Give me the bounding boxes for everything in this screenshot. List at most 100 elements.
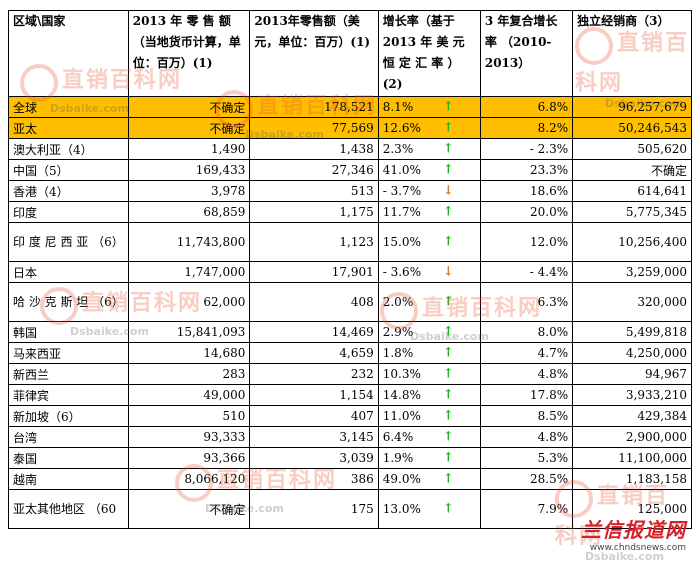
local-sales-cell: 49,000	[127, 384, 251, 406]
usd-sales-cell: 407	[249, 405, 379, 427]
table-row: 日本 1,747,000 17,901- 3.6% ↓ - 4.4% 3,259,000	[8, 261, 692, 283]
usd-sales-cell: 408	[249, 282, 379, 322]
growth-rate-cell: - 3.6% ↓	[377, 261, 481, 283]
usd-sales-cell: 4,659	[249, 342, 379, 364]
growth-value: 41.0%	[382, 163, 421, 177]
up-arrow-icon: ↑	[442, 162, 454, 178]
cagr-cell: 17.8%	[479, 384, 574, 406]
up-arrow-icon: ↑	[442, 204, 454, 220]
distributors-cell: 3,259,000	[572, 261, 692, 283]
growth-value: 8.1%	[382, 100, 414, 114]
region-cell: 新加坡（6）	[8, 405, 129, 427]
growth-value: 49.0%	[382, 472, 421, 486]
distributors-cell: 5,499,818	[572, 321, 692, 343]
header-cagr: 3 年复合增长率 （2010-2013）	[479, 10, 574, 97]
usd-sales-cell: 175	[249, 489, 379, 529]
local-sales-cell: 3,978	[127, 180, 251, 202]
cagr-cell: 18.6%	[479, 180, 574, 202]
local-sales-cell: 93,366	[127, 447, 251, 469]
header-usd-sales: 2013年零售额（美元，单位：百万）(1)	[249, 10, 379, 97]
cagr-cell: 4.8%	[479, 363, 574, 385]
header-region: 区域\国家	[8, 10, 129, 97]
header-distributors: 独立经销商（3）	[572, 10, 692, 97]
up-arrow-icon: ↑	[442, 450, 454, 466]
table-row: 香港（4） 3,978 513- 3.7% ↓ 18.6% 614,641	[8, 180, 692, 202]
table-row: 哈 沙 克 斯 坦 （6） 62,000 408 2.0% ↑ 6.3% 320,000	[8, 282, 692, 322]
table-row: 中国（5） 169,433 27,346 41.0% ↑ 23.3% 不确定	[8, 159, 692, 181]
up-arrow-icon: ↑	[442, 324, 454, 340]
up-arrow-icon: ↑	[442, 234, 454, 250]
cagr-cell: 4.8%	[479, 426, 574, 448]
up-arrow-icon: ↑	[442, 408, 454, 424]
growth-value: 12.6%	[382, 121, 421, 135]
distributors-cell: 505,620	[572, 138, 692, 160]
local-sales-cell: 8,066,120	[127, 468, 251, 490]
local-sales-cell: 不确定	[127, 489, 251, 529]
table-body: 全球 不确定 178,521 8.1% ↑ 6.8% 96,257,679 亚太 不确定 77,5…	[8, 96, 692, 529]
region-cell: 亚太	[8, 117, 129, 139]
up-arrow-icon: ↑	[442, 99, 454, 115]
usd-sales-cell: 3,039	[249, 447, 379, 469]
growth-rate-cell: 2.9% ↑	[377, 321, 481, 343]
cagr-cell: 8.5%	[479, 405, 574, 427]
table-row: 印度 68,859 1,175 11.7% ↑ 20.0% 5,775,345	[8, 201, 692, 223]
table-row: 台湾 93,333 3,145 6.4% ↑ 4.8% 2,900,000	[8, 426, 692, 448]
table-row: 越南 8,066,120 386 49.0% ↑ 28.5% 1,183,158	[8, 468, 692, 490]
local-sales-cell: 不确定	[127, 96, 251, 118]
local-sales-cell: 68,859	[127, 201, 251, 223]
growth-rate-cell: 10.3% ↑	[377, 363, 481, 385]
local-sales-cell: 15,841,093	[127, 321, 251, 343]
table-row: 马来西亚 14,680 4,659 1.8% ↑ 4.7% 4,250,000	[8, 342, 692, 364]
distributors-cell: 5,775,345	[572, 201, 692, 223]
down-arrow-icon: ↓	[442, 264, 454, 280]
distributors-cell: 320,000	[572, 282, 692, 322]
source-logo-text: 兰信报道网	[581, 518, 686, 542]
growth-value: - 3.7%	[382, 184, 422, 198]
region-cell: 马来西亚	[8, 342, 129, 364]
distributors-cell: 3,933,210	[572, 384, 692, 406]
growth-rate-cell: 41.0% ↑	[377, 159, 481, 181]
growth-rate-cell: 1.8% ↑	[377, 342, 481, 364]
usd-sales-cell: 1,175	[249, 201, 379, 223]
local-sales-cell: 1,747,000	[127, 261, 251, 283]
usd-sales-cell: 1,154	[249, 384, 379, 406]
growth-rate-cell: 13.0% ↑	[377, 489, 481, 529]
growth-rate-cell: 8.1% ↑	[377, 96, 481, 118]
region-cell: 台湾	[8, 426, 129, 448]
distributors-cell: 125,000	[572, 489, 692, 529]
local-sales-cell: 11,743,800	[127, 222, 251, 262]
region-cell: 印 度 尼 西 亚 （6）	[8, 222, 129, 262]
region-cell: 印度	[8, 201, 129, 223]
cagr-cell: 28.5%	[479, 468, 574, 490]
cagr-cell: - 4.4%	[479, 261, 574, 283]
growth-rate-cell: 15.0% ↑	[377, 222, 481, 262]
growth-value: 1.8%	[382, 346, 414, 360]
header-local-sales: 2013 年 零 售 额（当地货币计算，单位：百万）(1)	[127, 10, 251, 97]
cagr-cell: 23.3%	[479, 159, 574, 181]
local-sales-cell: 14,680	[127, 342, 251, 364]
table-row: 亚太 不确定 77,569 12.6% ↑ 8.2% 50,246,543	[8, 117, 692, 139]
cagr-cell: 8.0%	[479, 321, 574, 343]
growth-rate-cell: 49.0% ↑	[377, 468, 481, 490]
retail-sales-table: 区域\国家 2013 年 零 售 额（当地货币计算，单位：百万）(1) 2013…	[8, 10, 692, 529]
cagr-cell: 20.0%	[479, 201, 574, 223]
usd-sales-cell: 17,901	[249, 261, 379, 283]
cagr-cell: 6.3%	[479, 282, 574, 322]
growth-value: - 3.6%	[382, 265, 422, 279]
source-logo: 兰信报道网 www.chndsnews.com	[581, 514, 686, 553]
table-row: 韩国 15,841,093 14,469 2.9% ↑ 8.0% 5,499,818	[8, 321, 692, 343]
distributors-cell: 不确定	[572, 159, 692, 181]
region-cell: 新西兰	[8, 363, 129, 385]
local-sales-cell: 1,490	[127, 138, 251, 160]
growth-rate-cell: 1.9% ↑	[377, 447, 481, 469]
region-cell: 香港（4）	[8, 180, 129, 202]
distributors-cell: 11,100,000	[572, 447, 692, 469]
cagr-cell: 6.8%	[479, 96, 574, 118]
region-cell: 泰国	[8, 447, 129, 469]
up-arrow-icon: ↑	[442, 345, 454, 361]
growth-value: 11.7%	[382, 205, 421, 219]
region-cell: 亚太其他地区 （60	[8, 489, 129, 529]
up-arrow-icon: ↑	[442, 471, 454, 487]
table-row: 印 度 尼 西 亚 （6） 11,743,800 1,123 15.0% ↑ 12.0% 1…	[8, 222, 692, 262]
growth-value: 2.3%	[382, 142, 414, 156]
